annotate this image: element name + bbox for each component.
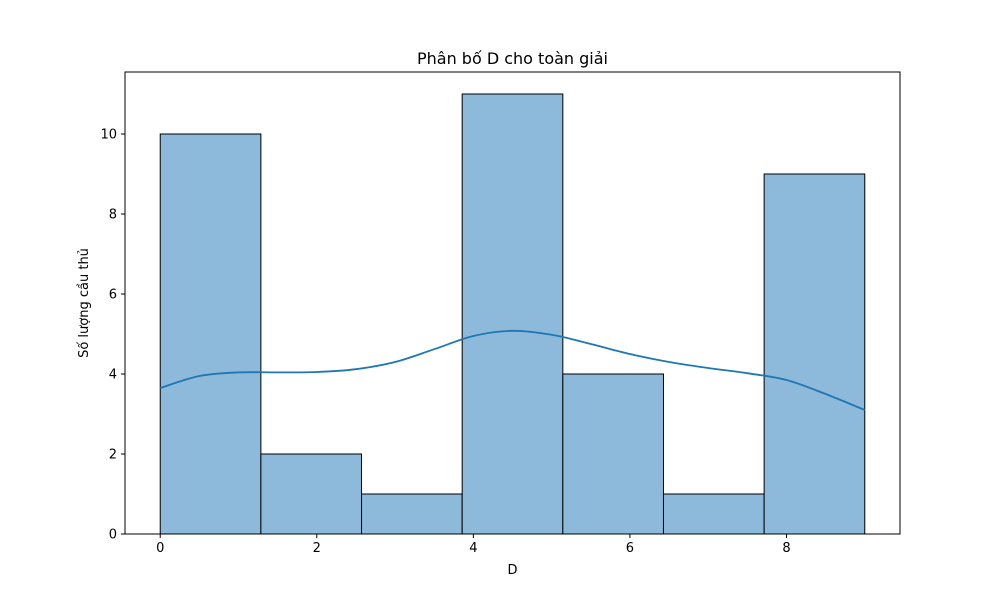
y-tick-label: 0 bbox=[109, 528, 117, 543]
x-tick-label: 2 bbox=[313, 541, 321, 556]
histogram-bar bbox=[260, 453, 363, 535]
y-tick-label: 6 bbox=[109, 288, 117, 303]
histogram-bar bbox=[562, 373, 664, 535]
y-tick-label: 8 bbox=[109, 208, 117, 223]
y-tick-label: 10 bbox=[100, 128, 117, 143]
plot-frame bbox=[124, 71, 901, 535]
histogram-bar bbox=[361, 493, 463, 535]
y-tick-label: 2 bbox=[109, 448, 117, 463]
y-tick-label: 4 bbox=[109, 368, 117, 383]
bars-layer bbox=[159, 93, 866, 535]
y-axis-label: Số lượng cầu thủ bbox=[77, 248, 92, 358]
kde-line bbox=[159, 329, 866, 411]
histogram-bar bbox=[763, 173, 866, 535]
x-tick-label: 8 bbox=[782, 541, 790, 556]
histogram-bar bbox=[662, 493, 765, 535]
x-axis: 0 2 4 6 8 bbox=[156, 534, 791, 556]
chart-title: Phân bố D cho toàn giải bbox=[417, 49, 608, 68]
x-tick-label: 6 bbox=[626, 541, 634, 556]
x-tick-label: 0 bbox=[156, 541, 164, 556]
histogram-bar bbox=[159, 133, 262, 535]
x-axis-label: D bbox=[507, 563, 517, 578]
y-axis: 0 2 4 6 8 10 bbox=[100, 128, 125, 543]
kde-layer bbox=[159, 329, 866, 411]
histogram-bar bbox=[461, 93, 564, 535]
x-tick-label: 4 bbox=[469, 541, 477, 556]
